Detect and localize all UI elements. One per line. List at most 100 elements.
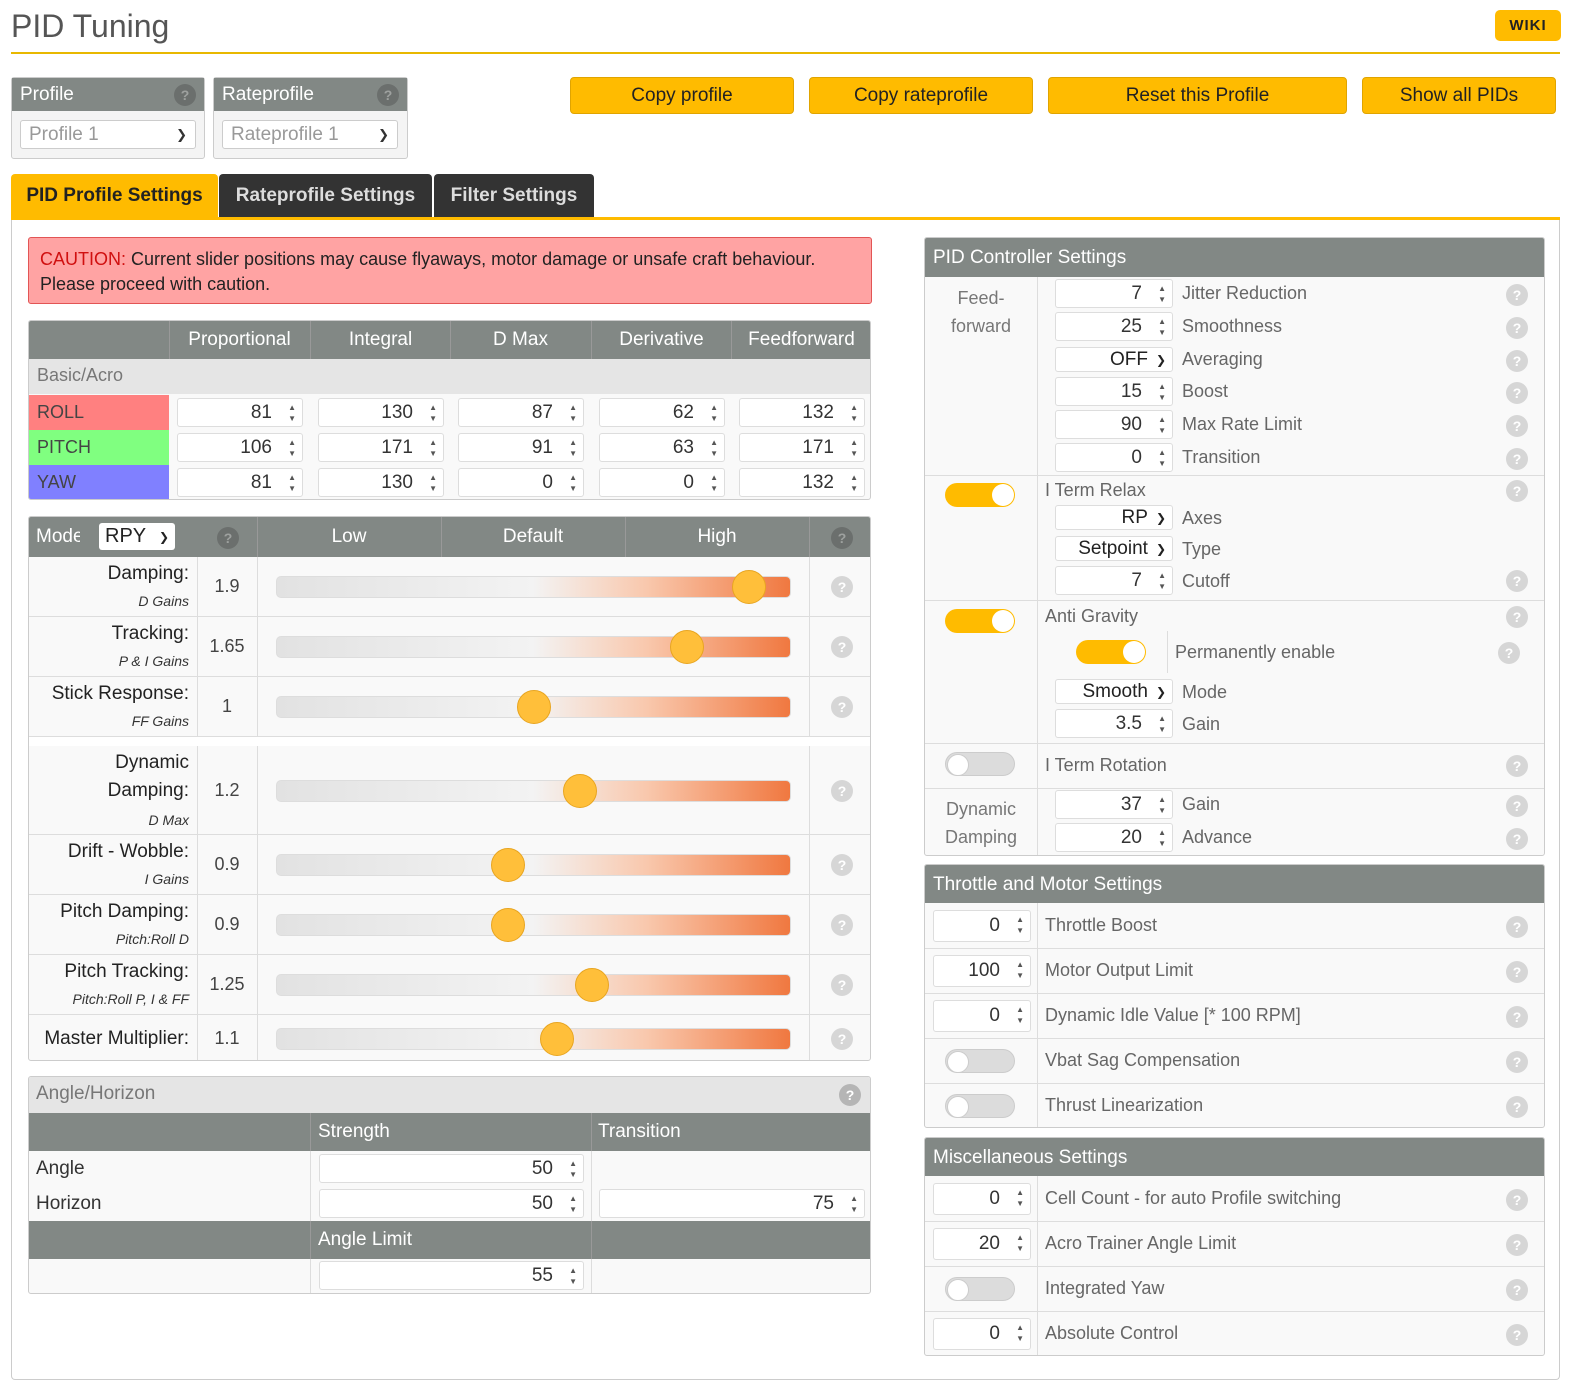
ff-input[interactable]: 0 ▲ ▼ — [1055, 443, 1173, 472]
pid-value-input[interactable]: 171 ▲ ▼ — [739, 433, 865, 462]
spinner-icon[interactable]: ▲ ▼ — [1016, 914, 1024, 935]
help-icon[interactable]: ? — [831, 854, 853, 876]
spinner-icon[interactable]: ▲ ▼ — [569, 1159, 577, 1179]
reset-profile-button[interactable]: Reset this Profile — [1048, 77, 1347, 114]
ff-input[interactable]: 7 ▲ ▼ — [1055, 279, 1173, 308]
iterm-relax-cutoff-input[interactable]: 7 ▲ ▼ — [1055, 566, 1173, 595]
setting-toggle[interactable] — [945, 1048, 1015, 1073]
slider-track[interactable] — [276, 630, 791, 664]
help-icon[interactable]: ? — [1506, 960, 1528, 983]
spinner-icon[interactable]: ▲ ▼ — [1158, 571, 1166, 591]
help-icon[interactable]: ? — [1506, 1095, 1528, 1118]
pid-value-input[interactable]: 0 ▲ ▼ — [458, 468, 584, 497]
slider-track[interactable] — [276, 773, 791, 808]
iterm-relax-type-select[interactable]: Setpoint ❯ — [1055, 536, 1173, 561]
help-icon[interactable]: ? — [377, 83, 399, 106]
help-icon[interactable]: ? — [1506, 1233, 1528, 1256]
anti-gravity-toggle[interactable] — [945, 609, 1015, 633]
help-icon[interactable]: ? — [1506, 448, 1528, 470]
dyn-damping-advance-input[interactable]: 20 ▲ ▼ — [1055, 823, 1173, 852]
permanently-enable-toggle[interactable] — [1076, 640, 1146, 664]
slider-track[interactable] — [276, 570, 791, 604]
setting-input[interactable]: 100 ▲ ▼ — [933, 954, 1031, 987]
help-icon[interactable]: ? — [1506, 1050, 1528, 1073]
slider-thumb[interactable] — [670, 630, 705, 664]
setting-input[interactable]: 0 ▲ ▼ — [933, 999, 1031, 1032]
spinner-icon[interactable]: ▲ ▼ — [288, 473, 296, 493]
pid-value-input[interactable]: 132 ▲ ▼ — [739, 398, 865, 427]
spinner-icon[interactable]: ▲ ▼ — [850, 473, 858, 493]
help-icon[interactable]: ? — [831, 1027, 853, 1050]
help-icon[interactable]: ? — [831, 696, 853, 718]
spinner-icon[interactable]: ▲ ▼ — [429, 438, 437, 458]
help-icon[interactable]: ? — [1506, 350, 1528, 372]
help-icon[interactable]: ? — [1506, 606, 1528, 628]
angle-strength-input[interactable]: 50 ▲ ▼ — [319, 1154, 584, 1183]
slider-thumb[interactable] — [731, 570, 766, 604]
help-icon[interactable]: ? — [1506, 828, 1528, 850]
pid-value-input[interactable]: 130 ▲ ▼ — [318, 398, 444, 427]
spinner-icon[interactable]: ▲ ▼ — [850, 438, 858, 458]
spinner-icon[interactable]: ▲ ▼ — [569, 438, 577, 458]
spinner-icon[interactable]: ▲ ▼ — [1158, 415, 1166, 435]
spinner-icon[interactable]: ▲ ▼ — [429, 403, 437, 423]
iterm-relax-toggle[interactable] — [945, 483, 1015, 507]
help-icon[interactable]: ? — [1506, 1323, 1528, 1346]
help-icon[interactable]: ? — [1506, 915, 1528, 938]
help-icon[interactable]: ? — [831, 527, 853, 549]
spinner-icon[interactable]: ▲ ▼ — [1158, 795, 1166, 815]
setting-input[interactable]: 20 ▲ ▼ — [933, 1227, 1031, 1260]
spinner-icon[interactable]: ▲ ▼ — [710, 403, 718, 423]
help-icon[interactable]: ? — [1506, 795, 1528, 817]
help-icon[interactable]: ? — [831, 779, 853, 802]
help-icon[interactable]: ? — [831, 974, 853, 996]
spinner-icon[interactable]: ▲ ▼ — [850, 1194, 858, 1214]
copy-profile-button[interactable]: Copy profile — [570, 77, 794, 114]
spinner-icon[interactable]: ▲ ▼ — [569, 403, 577, 423]
spinner-icon[interactable]: ▲ ▼ — [1158, 714, 1166, 734]
anti-gravity-gain-input[interactable]: 3.5 ▲ ▼ — [1055, 709, 1173, 738]
spinner-icon[interactable]: ▲ ▼ — [288, 438, 296, 458]
ff-input[interactable]: 15 ▲ ▼ — [1055, 377, 1173, 406]
spinner-icon[interactable]: ▲ ▼ — [710, 473, 718, 493]
pid-value-input[interactable]: 63 ▲ ▼ — [599, 433, 725, 462]
slider-track[interactable] — [276, 848, 791, 882]
profile-select[interactable]: Profile 1 ❯ — [20, 120, 196, 149]
mode-select[interactable]: RPY ❯ — [99, 523, 175, 550]
spinner-icon[interactable]: ▲ ▼ — [429, 473, 437, 493]
spinner-icon[interactable]: ▲ ▼ — [569, 1194, 577, 1214]
help-icon[interactable]: ? — [1506, 415, 1528, 437]
spinner-icon[interactable]: ▲ ▼ — [1158, 317, 1166, 337]
pid-value-input[interactable]: 87 ▲ ▼ — [458, 398, 584, 427]
tab-pid-profile-settings[interactable]: PID Profile Settings — [11, 174, 218, 218]
help-icon[interactable]: ? — [831, 636, 853, 658]
anti-gravity-mode-select[interactable]: Smooth ❯ — [1055, 679, 1173, 704]
slider-thumb[interactable] — [516, 690, 551, 724]
spinner-icon[interactable]: ▲ ▼ — [1016, 1232, 1024, 1253]
slider-track[interactable] — [276, 968, 791, 1002]
spinner-icon[interactable]: ▲ ▼ — [1016, 1322, 1024, 1343]
spinner-icon[interactable]: ▲ ▼ — [1016, 1187, 1024, 1208]
horizon-strength-input[interactable]: 50 ▲ ▼ — [319, 1189, 584, 1218]
spinner-icon[interactable]: ▲ ▼ — [569, 473, 577, 493]
slider-thumb[interactable] — [575, 968, 610, 1002]
ff-input[interactable]: 90 ▲ ▼ — [1055, 410, 1173, 439]
rateprofile-select[interactable]: Rateprofile 1 ❯ — [222, 120, 398, 149]
spinner-icon[interactable]: ▲ ▼ — [569, 1266, 577, 1286]
pid-value-input[interactable]: 81 ▲ ▼ — [177, 398, 303, 427]
spinner-icon[interactable]: ▲ ▼ — [850, 403, 858, 423]
pid-value-input[interactable]: 62 ▲ ▼ — [599, 398, 725, 427]
tab-rateprofile-settings[interactable]: Rateprofile Settings — [219, 174, 432, 218]
spinner-icon[interactable]: ▲ ▼ — [1158, 382, 1166, 402]
help-icon[interactable]: ? — [831, 576, 853, 598]
pid-value-input[interactable]: 171 ▲ ▼ — [318, 433, 444, 462]
pid-value-input[interactable]: 132 ▲ ▼ — [739, 468, 865, 497]
help-icon[interactable]: ? — [1506, 755, 1528, 777]
setting-input[interactable]: 0 ▲ ▼ — [933, 1317, 1031, 1350]
help-icon[interactable]: ? — [1506, 1005, 1528, 1028]
slider-thumb[interactable] — [490, 848, 525, 882]
show-all-pids-button[interactable]: Show all PIDs — [1362, 77, 1556, 114]
help-icon[interactable]: ? — [217, 527, 239, 549]
ff-averaging-select[interactable]: OFF ❯ — [1055, 347, 1173, 372]
setting-input[interactable]: 0 ▲ ▼ — [933, 909, 1031, 942]
